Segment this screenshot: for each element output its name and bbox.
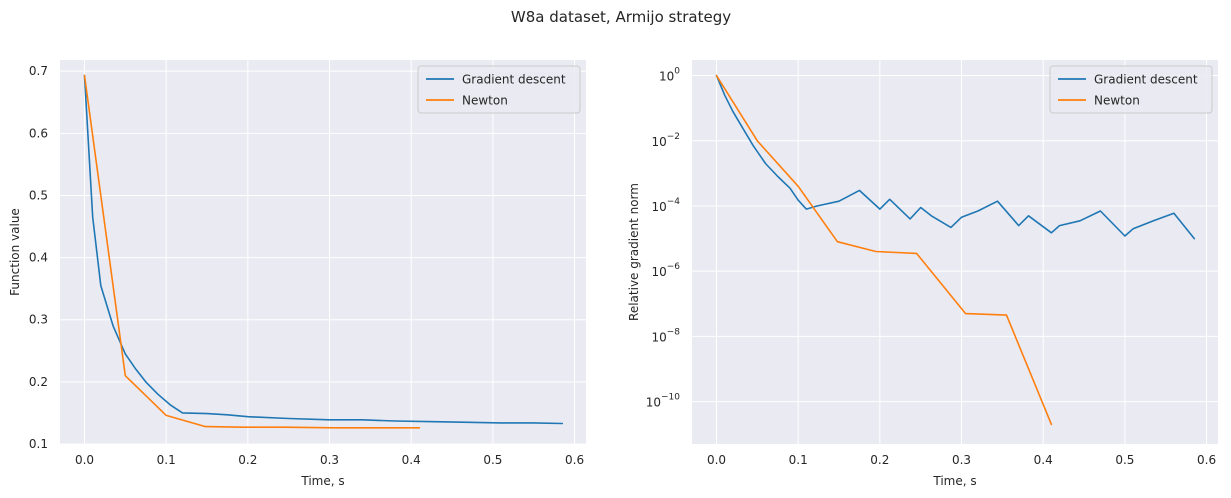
y-tick-label: 0.3 [29,313,48,327]
y-tick-label: 0.5 [29,188,48,202]
x-axis-label: Time, s [932,474,976,488]
x-tick-label: 0.0 [75,453,94,467]
y-axis-label: Relative gradient norm [627,183,641,321]
legend: Gradient descent Newton [417,65,581,114]
x-axis-label: Time, s [300,474,344,488]
x-tick-label: 0.2 [870,453,889,467]
x-tick-label: 0.1 [157,453,176,467]
x-tick-label: 0.3 [320,453,339,467]
y-tick-base: 10 [646,396,661,410]
y-tick-label: 0.2 [29,375,48,389]
chart-2: 0.0 0.1 0.2 0.3 0.4 0.5 0.610−1010−810−610−410… [627,60,1218,488]
series-line-gradient-descent [715,74,1196,240]
y-tick-base: 10 [651,265,666,279]
legend-label: Newton [1094,94,1140,108]
y-tick-label: 100 [659,67,680,84]
y-tick-label: 0.1 [29,437,48,451]
x-tick-label: 0.4 [1034,453,1053,467]
plot-area [60,60,586,444]
x-tick-label: 0.5 [1115,453,1134,467]
y-tick-label: 10−8 [651,327,680,344]
y-tick-label: 0.7 [29,64,48,78]
x-tick-label: 0.5 [483,453,502,467]
legend-box [417,65,581,114]
series-line-newton [715,74,1053,426]
y-tick-exponent: 0 [674,67,680,77]
y-tick-label: 10−4 [651,197,680,214]
legend: Gradient descent Newton [1049,65,1213,114]
x-tick-label: 0.1 [789,453,808,467]
y-tick-exponent: −8 [667,327,681,337]
plot-area [692,60,1218,444]
legend-label: Newton [462,94,508,108]
x-tick-label: 0.0 [707,453,726,467]
y-tick-base: 10 [651,135,666,149]
y-tick-base: 10 [651,200,666,214]
chart-1: 0.0 0.1 0.2 0.3 0.4 0.5 0.6 0.1 0.2 0.3 0.4 0.5 0.6 0… [8,60,586,488]
series-line-gradient-descent [83,74,564,425]
y-tick-label: 0.4 [29,251,48,265]
y-tick-exponent: −4 [667,197,681,207]
series-line-newton [83,74,421,429]
y-tick-exponent: −2 [667,132,680,142]
y-tick-base: 10 [651,330,666,344]
x-tick-label: 0.3 [952,453,971,467]
y-axis-label: Function value [8,208,22,296]
y-tick-label: 10−2 [651,132,680,149]
y-tick-base: 10 [659,70,674,84]
y-tick-label: 10−6 [651,262,680,279]
y-tick-exponent: −10 [661,393,680,403]
legend-box [1049,65,1213,114]
legend-label: Gradient descent [462,73,566,87]
legend-label: Gradient descent [1094,73,1198,87]
y-tick-label: 10−10 [646,393,681,410]
x-tick-label: 0.4 [402,453,421,467]
figure-title: W8a dataset, Armijo strategy [511,8,731,26]
x-tick-label: 0.2 [238,453,257,467]
y-tick-label: 0.6 [29,126,48,140]
x-tick-label: 0.6 [565,453,584,467]
x-tick-label: 0.6 [1197,453,1216,467]
y-tick-exponent: −6 [667,262,681,272]
